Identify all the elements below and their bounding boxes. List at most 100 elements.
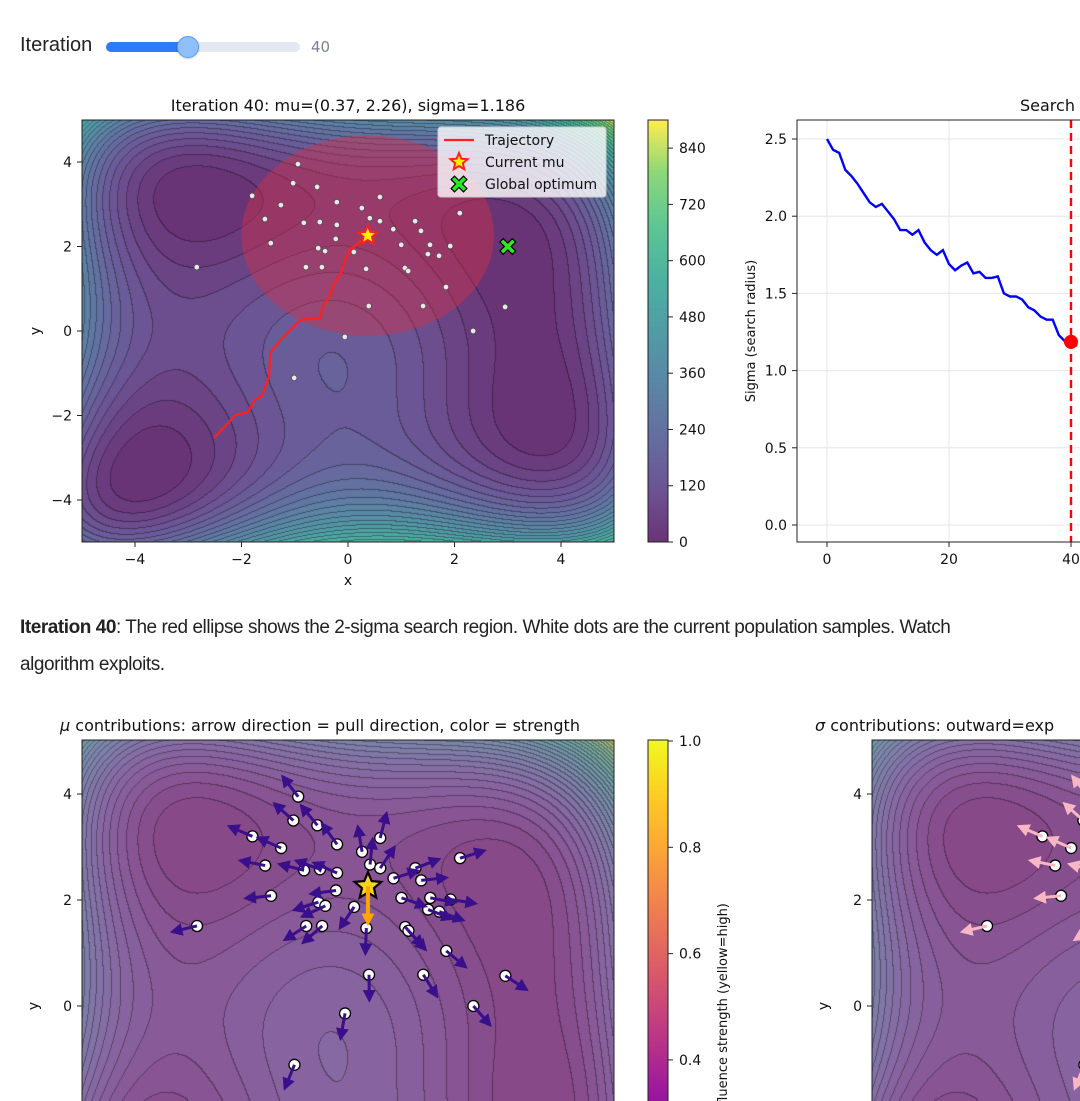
colorbar-tick-label: 0.8 — [679, 840, 701, 856]
sample-point — [291, 374, 298, 381]
sample-point — [376, 218, 383, 225]
x-tick-label: 0 — [823, 552, 832, 568]
colorbar-tick-label: 480 — [679, 310, 706, 326]
sample-point — [405, 268, 412, 275]
sample-point — [318, 264, 325, 271]
sample-point — [470, 327, 477, 334]
contribution-arrow — [1016, 824, 1043, 838]
contribution-arrow — [1033, 890, 1062, 904]
sample-point — [314, 183, 321, 190]
y-tick-label: 1.5 — [765, 286, 787, 302]
sample-point — [316, 218, 323, 225]
iteration-slider[interactable] — [106, 36, 300, 58]
contribution-arrow — [1072, 928, 1080, 942]
contribution-arrow — [276, 860, 305, 873]
sample-point — [261, 216, 268, 223]
sample-point — [277, 202, 284, 209]
sample-point — [502, 303, 509, 310]
contribution-arrow — [308, 886, 337, 899]
sample-point — [322, 248, 329, 255]
sample-point — [398, 241, 405, 248]
contribution-arrow — [1062, 801, 1080, 820]
contribution-arrow — [362, 974, 376, 1003]
contribution-arrow — [504, 974, 529, 992]
sample-point — [412, 218, 419, 225]
sample-point — [427, 241, 434, 248]
y-axis-label: Sigma (search radius) — [744, 260, 759, 403]
legend-item: Global optimum — [485, 177, 597, 193]
sample-point — [300, 219, 307, 226]
y-tick-label: 2 — [853, 893, 862, 909]
y-tick-label: 0 — [63, 324, 72, 340]
sample-point — [436, 252, 443, 259]
contribution-arrow — [243, 890, 272, 904]
x-axis-label: x — [344, 573, 352, 589]
sample-point — [341, 333, 348, 340]
contour-surface-sigma — [872, 740, 1080, 1101]
contribution-arrow — [282, 924, 307, 942]
axes-frame-sigma — [796, 119, 1080, 543]
contribution-arrow — [1072, 1071, 1080, 1091]
slider-fill — [106, 42, 196, 52]
contour-surface-mu — [82, 740, 614, 1101]
y-tick-label: 0.5 — [765, 441, 787, 457]
legend-optimum-marker — [450, 175, 468, 193]
slider-thumb[interactable] — [177, 36, 200, 58]
contribution-arrow — [359, 928, 373, 957]
x-tick-label: 0 — [344, 552, 353, 568]
contribution-arrow — [272, 801, 295, 822]
caption-line-1: Iteration 40: The red ellipse shows the … — [20, 617, 951, 639]
y-tick-label: 1.0 — [765, 364, 787, 380]
sample-point — [363, 265, 370, 272]
contribution-arrow — [365, 836, 379, 865]
sample-point — [267, 240, 274, 247]
legend-item: Trajectory — [484, 133, 554, 149]
y-tick-label: 2.0 — [765, 209, 787, 225]
sample-point — [417, 227, 424, 234]
current-mu-star — [355, 222, 380, 246]
sigma-series-line — [825, 138, 1078, 347]
mu-update-arrow — [361, 886, 375, 927]
y-tick-label: 0 — [63, 999, 72, 1015]
sample-point — [315, 245, 322, 252]
contribution-arrow — [450, 895, 479, 909]
contribution-arrow — [472, 1005, 492, 1028]
slider-label: Iteration — [20, 34, 93, 56]
y-tick-label: 4 — [63, 787, 72, 803]
colorbar-tick-label: 1.0 — [679, 734, 701, 750]
contribution-arrow — [378, 845, 396, 870]
plot-title-main: Iteration 40: mu=(0.37, 2.26), sigma=1.1… — [171, 96, 526, 115]
x-tick-label: −4 — [125, 552, 146, 568]
contribution-arrow — [335, 1013, 349, 1041]
contribution-arrow — [299, 803, 319, 827]
colorbar-mu — [648, 740, 668, 1101]
colorbar-tick-label: 840 — [679, 141, 706, 157]
contribution-arrow — [421, 872, 450, 886]
y-tick-label: 4 — [853, 787, 862, 803]
colorbar-label: Influence strength (yellow=high) — [716, 903, 731, 1101]
sample-point — [358, 205, 365, 212]
contribution-arrow — [237, 856, 266, 869]
sample-point — [333, 199, 340, 206]
contribution-arrow — [311, 860, 338, 875]
sample-point — [390, 226, 397, 233]
plot-title-sigma-contrib: σ contributions: outward=exp — [815, 716, 1054, 735]
axes-frame — [81, 739, 615, 1101]
contribution-arrow — [1045, 835, 1072, 850]
current-sigma-point — [1064, 334, 1078, 349]
sample-point — [333, 221, 340, 228]
slider-value: 40 — [311, 38, 331, 56]
y-tick-label: 2.5 — [765, 132, 787, 148]
contribution-arrow — [414, 856, 442, 870]
contribution-arrow — [445, 949, 468, 969]
sample-point — [290, 180, 297, 187]
contribution-arrow — [422, 973, 439, 999]
contribution-arrow — [291, 900, 319, 913]
colorbar-tick-label: 0.6 — [679, 947, 701, 963]
y-axis-label: y — [816, 1002, 832, 1010]
sample-point — [365, 303, 372, 310]
sample-point — [350, 248, 357, 255]
y-tick-label: 2 — [63, 240, 72, 256]
y-tick-label: 0 — [853, 999, 862, 1015]
